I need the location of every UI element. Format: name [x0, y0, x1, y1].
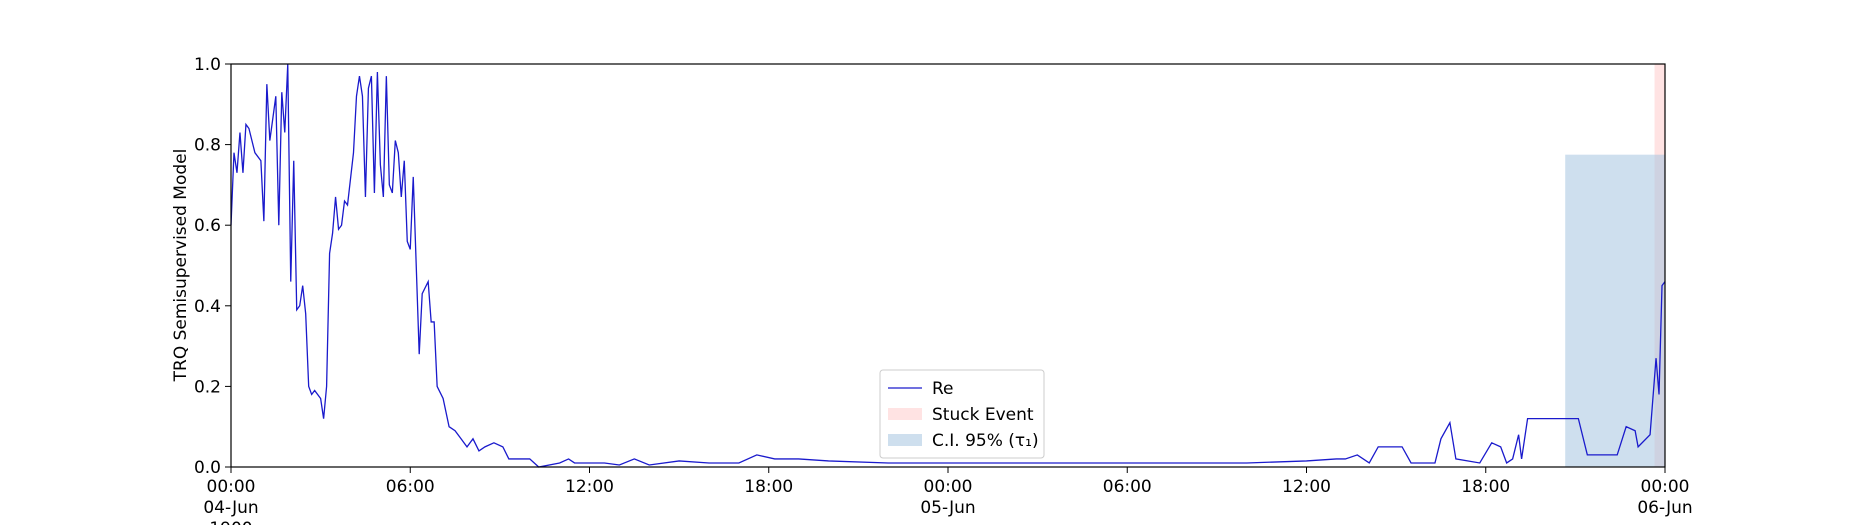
y-tick-label: 0.8 — [194, 136, 221, 156]
x-tick-label: 18:00 — [744, 477, 793, 497]
line — [230, 63, 1666, 468]
y-tick-label: 0.6 — [194, 216, 221, 236]
x-tick-label: 00:00 06-Jun — [1637, 477, 1692, 518]
plot-frame — [230, 63, 1666, 468]
legend-patch — [888, 408, 922, 420]
span — [1565, 154, 1665, 468]
x-tick-label: 12:00 — [565, 477, 614, 497]
y-tick-label: 1.0 — [194, 55, 221, 75]
y-tick-label: 0.4 — [194, 297, 221, 317]
x-tick-label: 00:00 05-Jun — [920, 477, 975, 518]
x-tick-label: 12:00 — [1282, 477, 1331, 497]
y-tick-label: 0.0 — [194, 458, 221, 478]
legend-label: C.I. 95% (τ₁) — [932, 431, 1039, 451]
y-tick-label: 0.2 — [194, 377, 221, 397]
x-tick-label: 18:00 — [1461, 477, 1510, 497]
x-tick-label: 06:00 — [1103, 477, 1152, 497]
x-tick-label: 06:00 — [386, 477, 435, 497]
legend-patch — [888, 434, 922, 446]
y-axis-label: TRQ Semisupervised Model — [171, 149, 191, 383]
legend-label: Stuck Event — [932, 405, 1034, 425]
legend-label: Re — [932, 379, 954, 399]
